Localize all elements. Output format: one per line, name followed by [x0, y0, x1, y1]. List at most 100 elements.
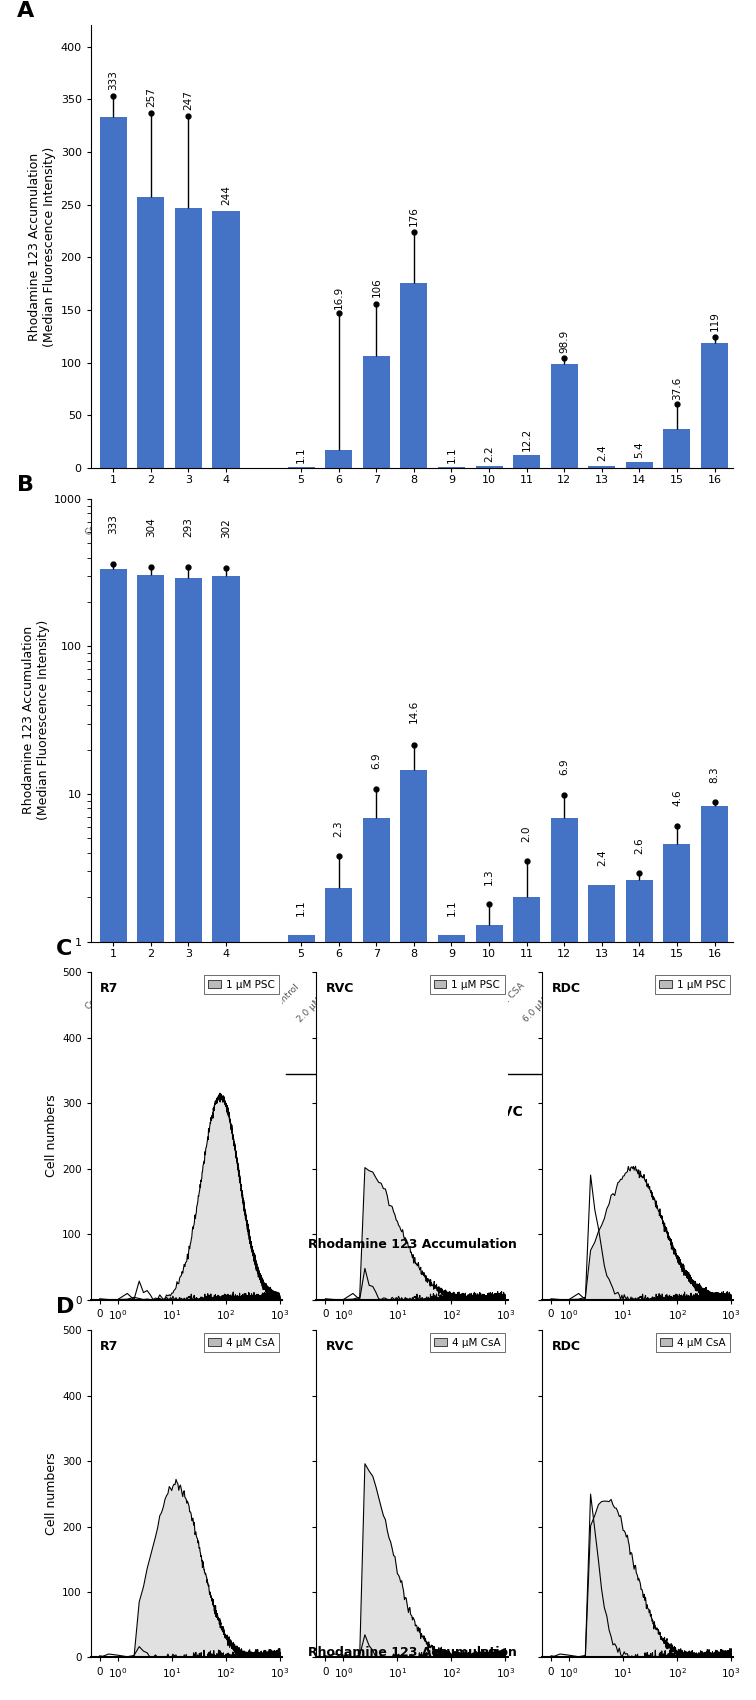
Text: Control: Control — [84, 981, 113, 1012]
Bar — [550, 818, 578, 1700]
Text: 1.1: 1.1 — [296, 445, 306, 462]
Text: Control: Control — [422, 981, 451, 1012]
Text: 1.1: 1.1 — [447, 445, 457, 462]
Bar — [626, 462, 653, 468]
Text: RDC: RDC — [642, 1105, 674, 1119]
Text: 2.0 μM PSC: 2.0 μM PSC — [371, 508, 414, 551]
Text: 98.9: 98.9 — [559, 330, 569, 354]
Legend: 4 μM CsA: 4 μM CsA — [655, 1333, 730, 1352]
Text: 302: 302 — [221, 518, 231, 537]
Text: 0.5 μM PSC: 0.5 μM PSC — [296, 508, 339, 551]
Text: 1.0 μM PSC: 1.0 μM PSC — [334, 508, 376, 551]
Text: 2.4: 2.4 — [596, 850, 607, 867]
Text: 6.0 μM CSA: 6.0 μM CSA — [371, 981, 414, 1025]
Text: 16.9: 16.9 — [333, 286, 344, 309]
Text: 333: 333 — [108, 70, 118, 90]
Bar — [325, 887, 352, 1700]
Bar — [287, 935, 314, 1700]
Bar — [588, 886, 615, 1700]
Text: Rhodamine 123 Accumulation: Rhodamine 123 Accumulation — [308, 1238, 516, 1251]
Text: R7: R7 — [347, 632, 367, 646]
Text: 0.5 μM PSC: 0.5 μM PSC — [108, 508, 151, 551]
Bar — [363, 818, 390, 1700]
Text: 4.0 μM CSA: 4.0 μM CSA — [634, 981, 677, 1025]
Text: RDC: RDC — [552, 983, 581, 994]
Legend: 1 μM PSC: 1 μM PSC — [204, 976, 279, 994]
Text: 14.6: 14.6 — [409, 700, 419, 722]
Text: K562: K562 — [150, 632, 190, 646]
Text: 4.0 μM CSA: 4.0 μM CSA — [333, 981, 376, 1025]
Bar — [212, 576, 240, 1700]
Bar — [513, 456, 541, 468]
Text: Control: Control — [572, 981, 602, 1012]
Bar — [664, 843, 690, 1700]
Bar — [401, 282, 427, 468]
Text: 2.0 μM CSA: 2.0 μM CSA — [446, 981, 489, 1025]
Text: R7: R7 — [347, 1105, 367, 1119]
Bar — [325, 450, 352, 468]
Text: 6.9: 6.9 — [371, 753, 381, 770]
Text: 6.0 μM CSA: 6.0 μM CSA — [521, 981, 564, 1025]
Text: 2.6: 2.6 — [634, 838, 644, 853]
Text: 244: 244 — [221, 185, 231, 204]
Bar — [476, 466, 503, 468]
Text: Control: Control — [271, 981, 301, 1012]
Text: Control: Control — [271, 508, 301, 537]
Bar — [100, 117, 127, 468]
Text: 119: 119 — [710, 311, 720, 332]
Text: Control: Control — [572, 508, 602, 537]
Text: 4.0 μM CSA: 4.0 μM CSA — [484, 981, 527, 1025]
Text: A: A — [17, 2, 34, 20]
Text: 2.0 μM PSC: 2.0 μM PSC — [184, 508, 226, 551]
Text: 2.0 μM CSA: 2.0 μM CSA — [108, 981, 151, 1025]
Text: 247: 247 — [184, 90, 194, 110]
Text: 0.5 μM PSC: 0.5 μM PSC — [597, 508, 640, 551]
Text: 2.2: 2.2 — [484, 445, 494, 462]
Y-axis label: Cell numbers: Cell numbers — [45, 1095, 58, 1178]
Text: 333: 333 — [108, 513, 118, 534]
Text: 176: 176 — [409, 206, 419, 226]
Text: 1.0 μM PSC: 1.0 μM PSC — [634, 508, 677, 551]
Text: 1.0 μM PSC: 1.0 μM PSC — [146, 508, 188, 551]
Bar — [701, 806, 728, 1700]
Text: B: B — [17, 474, 34, 495]
Bar — [476, 925, 503, 1700]
Text: RDC: RDC — [642, 632, 674, 646]
Text: Control: Control — [422, 508, 451, 537]
Text: RVC: RVC — [326, 983, 355, 994]
Y-axis label: Cell numbers: Cell numbers — [45, 1452, 58, 1535]
Text: 4.6: 4.6 — [672, 790, 682, 806]
Text: 6.0 μM CSA: 6.0 μM CSA — [183, 981, 226, 1025]
Text: 2.0 μM CSA: 2.0 μM CSA — [596, 981, 640, 1025]
Legend: 1 μM PSC: 1 μM PSC — [429, 976, 504, 994]
Text: Control: Control — [84, 508, 113, 537]
Text: 1.1: 1.1 — [447, 899, 457, 916]
Bar — [701, 343, 728, 468]
Text: 2.0 μM PSC: 2.0 μM PSC — [672, 508, 714, 551]
Text: RDC: RDC — [552, 1340, 581, 1353]
Bar — [550, 364, 578, 468]
Text: Rhodamine 123 Accumulation: Rhodamine 123 Accumulation — [308, 1646, 516, 1659]
Y-axis label: Rhodamine 123 Accumulation
(Median Fluorescence Intensity): Rhodamine 123 Accumulation (Median Fluor… — [29, 146, 57, 347]
Text: 12.2: 12.2 — [522, 428, 531, 450]
Text: 2.3: 2.3 — [333, 819, 344, 836]
Text: 0.5 μM PSC: 0.5 μM PSC — [447, 508, 489, 551]
Text: C: C — [56, 940, 73, 959]
Text: 1.0 μM PSC: 1.0 μM PSC — [484, 508, 527, 551]
Bar — [513, 898, 541, 1700]
Bar — [138, 575, 164, 1700]
Text: R7: R7 — [101, 1340, 119, 1353]
Text: R7: R7 — [101, 983, 119, 994]
Text: 6.9: 6.9 — [559, 758, 569, 775]
Text: K562: K562 — [150, 1105, 190, 1119]
Bar — [175, 578, 202, 1700]
Text: 293: 293 — [184, 517, 194, 537]
Bar — [626, 881, 653, 1700]
Text: 1.3: 1.3 — [484, 869, 494, 884]
Text: 257: 257 — [146, 87, 156, 107]
Bar — [401, 770, 427, 1700]
Legend: 4 μM CsA: 4 μM CsA — [204, 1333, 279, 1352]
Text: RVC: RVC — [492, 1105, 524, 1119]
Text: 2.0 μM PSC: 2.0 μM PSC — [522, 508, 564, 551]
Text: 8.3: 8.3 — [710, 767, 720, 784]
